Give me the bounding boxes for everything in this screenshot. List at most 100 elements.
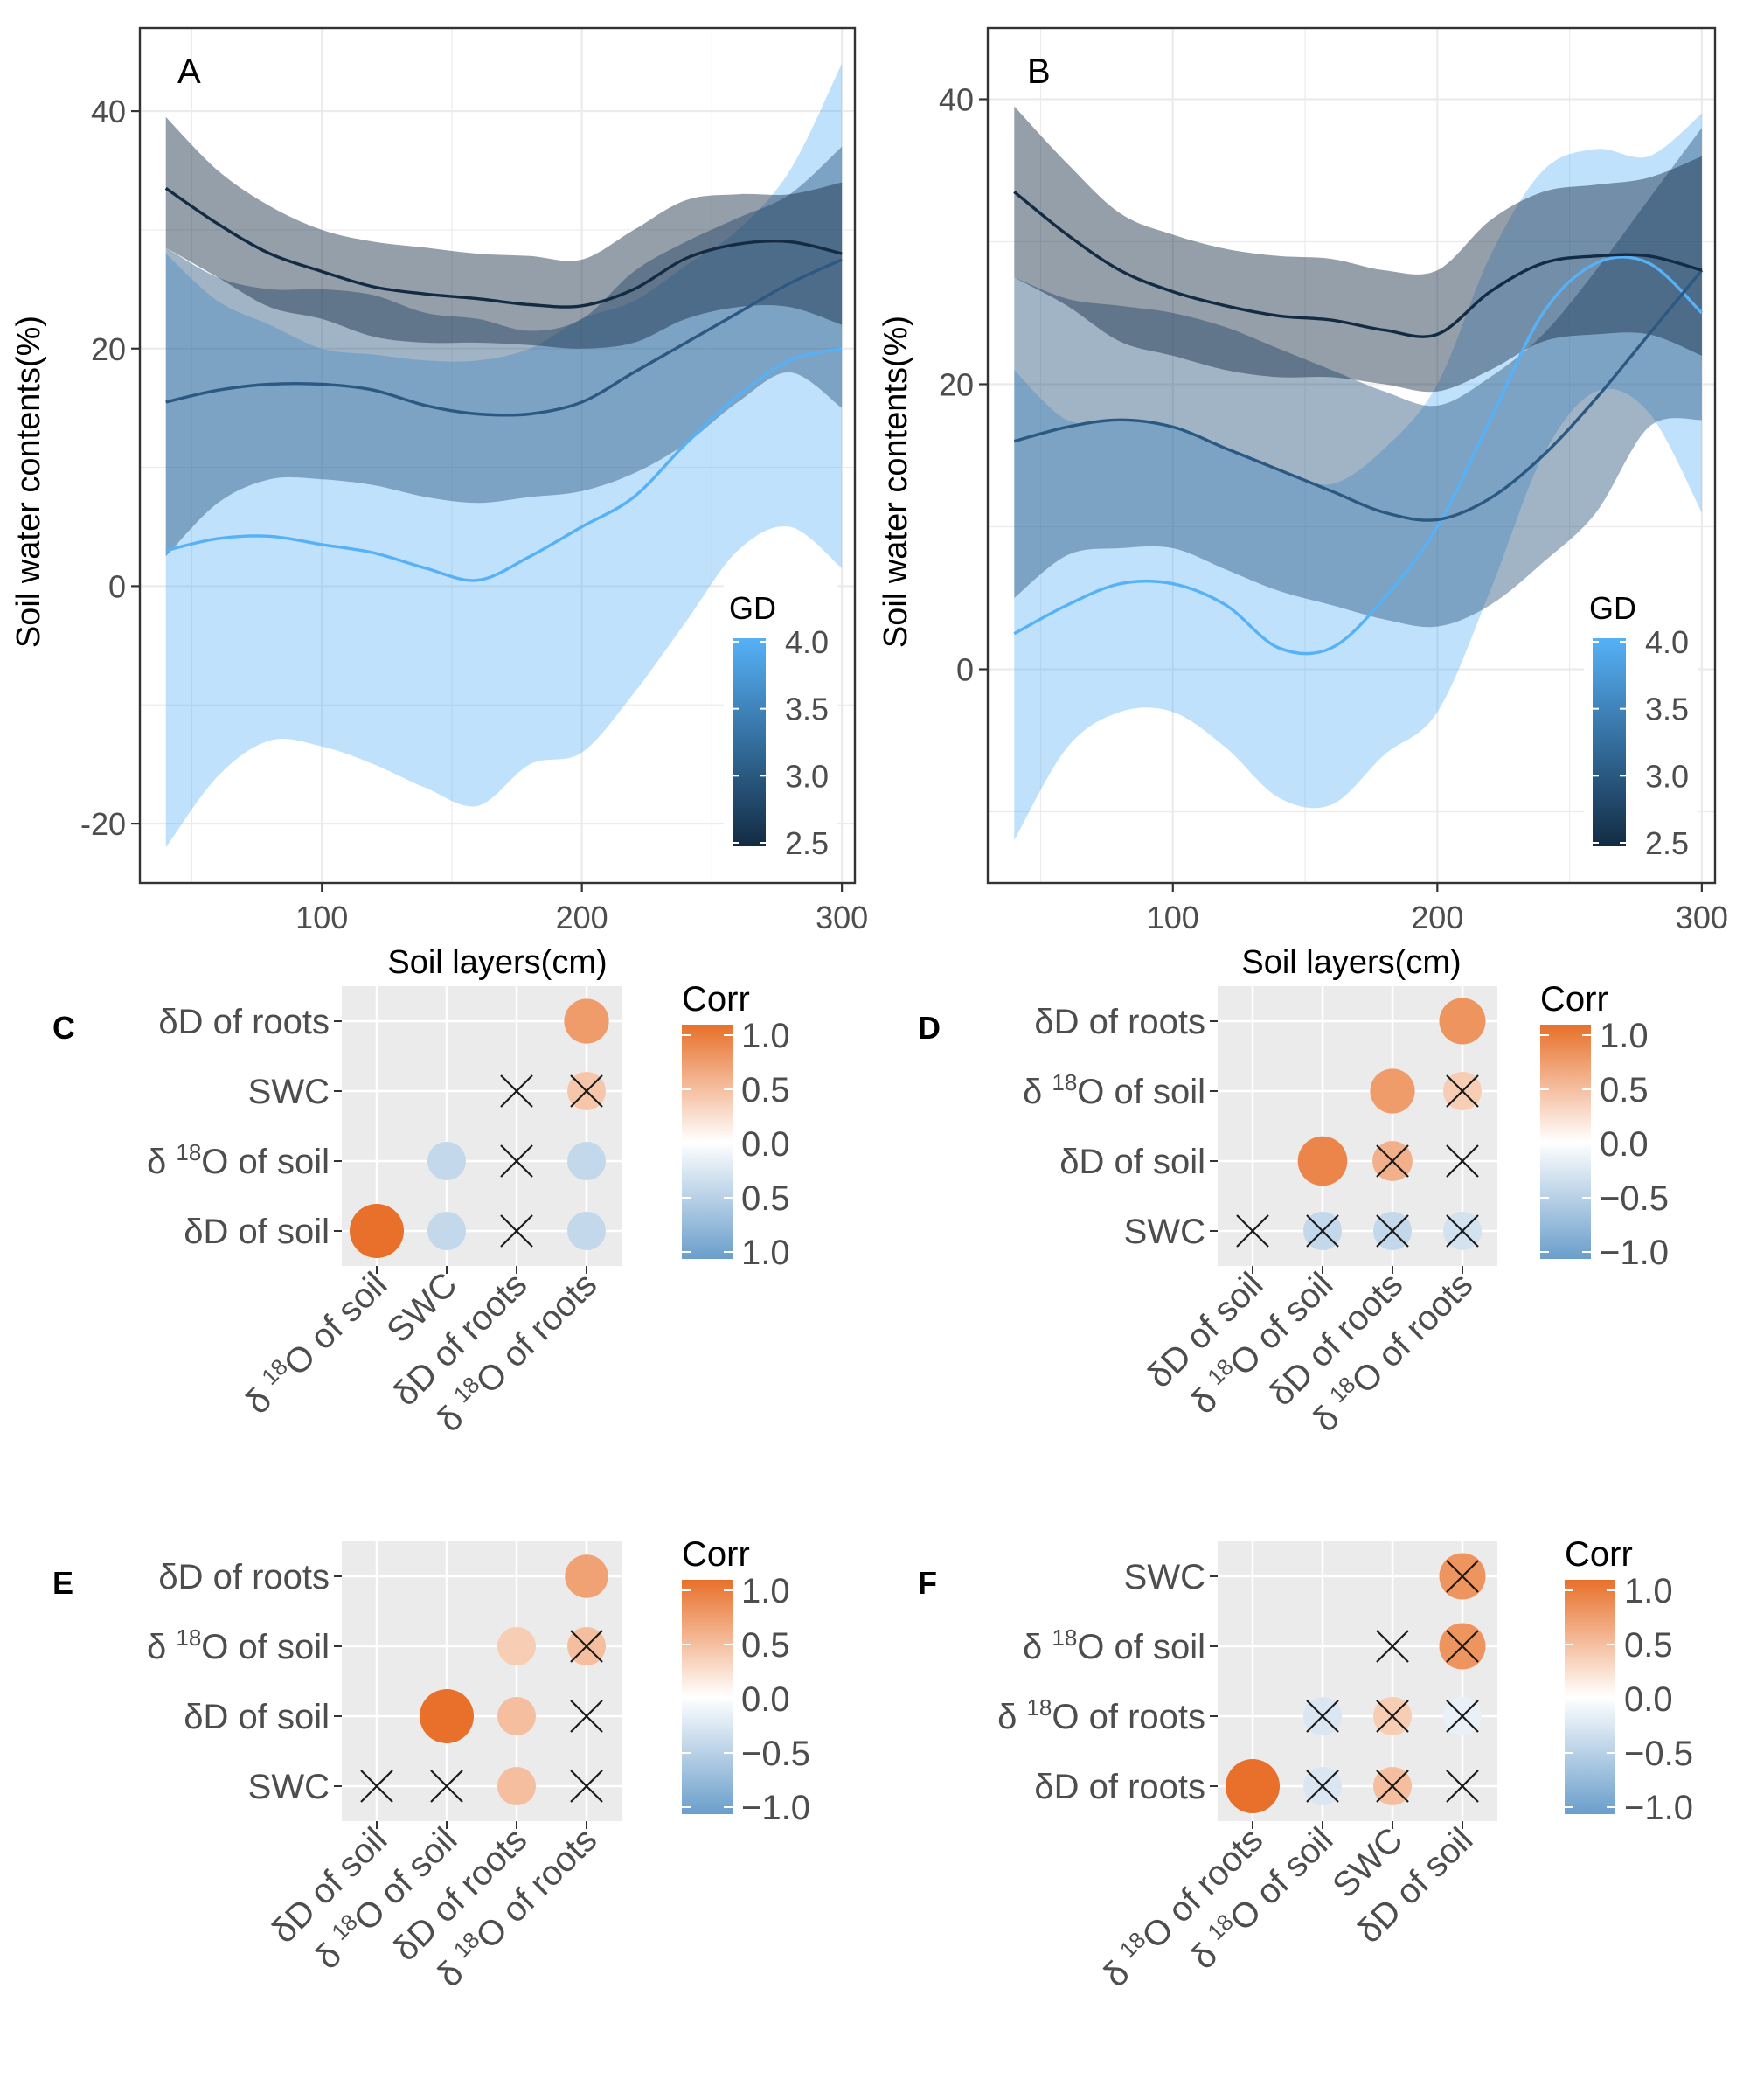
legend-colorbar: [682, 1580, 733, 1814]
legend-colorbar: [1565, 1580, 1615, 1814]
insignificant-cross: [1446, 1214, 1479, 1248]
legend-tick-label: −0.5: [1600, 1179, 1669, 1218]
insignificant-cross: [1376, 1700, 1409, 1733]
corr-circle: [497, 1627, 536, 1665]
plot-border: [986, 26, 1717, 885]
insignificant-cross: [1446, 1144, 1479, 1178]
x-tick-label: 100: [1147, 900, 1199, 935]
legend-tick-label: 0.0: [1624, 1680, 1673, 1719]
trend-line-gd25: [1013, 191, 1703, 338]
legend-tick-label: −1.0: [1600, 1234, 1669, 1272]
confidence-band-gd30: [1014, 128, 1702, 628]
insignificant-cross: [1236, 1214, 1269, 1248]
panel-tag: D: [918, 1010, 941, 1046]
confidence-band-gd40: [165, 63, 843, 848]
insignificant-cross: [430, 1770, 463, 1803]
insignificant-cross: [1376, 1630, 1409, 1663]
legend-tick-label: 1.0: [1600, 1017, 1649, 1055]
insignificant-cross: [1306, 1700, 1339, 1733]
legend-tick-label: −0.5: [741, 1735, 810, 1773]
insignificant-cross: [570, 1770, 603, 1803]
x-tick-label: 100: [295, 900, 348, 935]
corr-circle: [1226, 1759, 1280, 1813]
y-tick-label: 40: [91, 94, 126, 129]
legend-tick-label: 1.0: [741, 1234, 790, 1272]
legend-tick-label: 0.5: [1600, 1071, 1649, 1109]
panel-tag: E: [52, 1565, 73, 1601]
panel-tag: F: [918, 1565, 937, 1601]
legend-tick-label: 1.0: [1624, 1572, 1673, 1610]
col-label: δ 18O of soil: [236, 1262, 395, 1422]
legend-title: Corr: [682, 1535, 750, 1574]
insignificant-cross: [1376, 1214, 1409, 1248]
legend-colorbar: [1540, 1025, 1591, 1259]
x-tick-label: 300: [816, 900, 868, 935]
plot-border: [138, 26, 857, 885]
legend-tick-label: −1.0: [741, 1789, 810, 1827]
row-label: SWC: [248, 1073, 330, 1111]
insignificant-cross: [1376, 1770, 1409, 1803]
confidence-band-gd25: [1014, 106, 1702, 393]
y-tick-label: 20: [939, 367, 974, 403]
legend-tick-label: 3.5: [785, 692, 829, 727]
corr-circle: [564, 998, 609, 1044]
trend-line-gd30: [1013, 269, 1704, 522]
row-label: δD of roots: [1034, 1768, 1205, 1806]
row-label: δD of soil: [1059, 1143, 1205, 1181]
legend-title: Corr: [1540, 980, 1608, 1019]
legend-tick-label: 1.0: [741, 1017, 790, 1055]
corr-circle: [567, 1212, 606, 1250]
legend-tick-label: 2.5: [785, 825, 829, 861]
legend-tick-label: 2.5: [1645, 825, 1689, 861]
y-tick-label: 20: [91, 331, 126, 367]
legend-tick-label: −1.0: [1624, 1789, 1693, 1827]
insignificant-cross: [500, 1074, 533, 1108]
row-label: δ 18O of soil: [147, 1139, 330, 1181]
corr-circle: [1439, 998, 1486, 1045]
x-tick-label: 200: [1411, 900, 1463, 935]
legend-tick-label: 0.0: [1600, 1125, 1649, 1164]
trend-line-gd40: [165, 347, 843, 582]
legend-tick-label: 0.5: [741, 1626, 790, 1665]
panel-tag: C: [52, 1010, 75, 1046]
legend-tick-label: 0.5: [1624, 1626, 1673, 1665]
legend-title: Corr: [682, 980, 750, 1019]
row-label: δ 18O of roots: [997, 1694, 1205, 1736]
row-label: δ 18O of soil: [1023, 1069, 1205, 1111]
row-label: δD of soil: [184, 1698, 330, 1736]
y-axis-title: Soil water contents(%): [10, 316, 47, 648]
y-tick-label: 0: [956, 652, 974, 688]
panel-tag: A: [177, 52, 201, 91]
legend-tick-label: 3.0: [1645, 758, 1689, 794]
row-label: δ 18O of soil: [147, 1624, 330, 1666]
confidence-band-gd40: [1014, 113, 1702, 841]
gridlines: [988, 28, 1715, 883]
gd-legend: GD4.0 3.5 3.0 2.5: [724, 584, 837, 861]
insignificant-cross: [1446, 1700, 1479, 1733]
corr-circle: [565, 1554, 608, 1598]
legend-colorbar: [682, 1025, 733, 1259]
insignificant-cross: [570, 1700, 603, 1733]
y-tick-label: 0: [108, 568, 126, 604]
gridlines: [140, 28, 855, 883]
corr-circle: [1370, 1068, 1415, 1114]
x-tick-label: 300: [1676, 900, 1728, 935]
legend-tick-label: 0.0: [741, 1680, 790, 1719]
legend-title: GD: [729, 590, 776, 626]
insignificant-cross: [1306, 1214, 1339, 1248]
legend-tick-label: 0.5: [741, 1179, 790, 1218]
corr-circle: [350, 1204, 404, 1258]
corr-circle: [420, 1689, 474, 1743]
insignificant-cross: [500, 1214, 533, 1248]
row-label: SWC: [1124, 1558, 1205, 1596]
x-axis-title: Soil layers(cm): [387, 944, 607, 981]
corr-circle: [497, 1767, 536, 1805]
